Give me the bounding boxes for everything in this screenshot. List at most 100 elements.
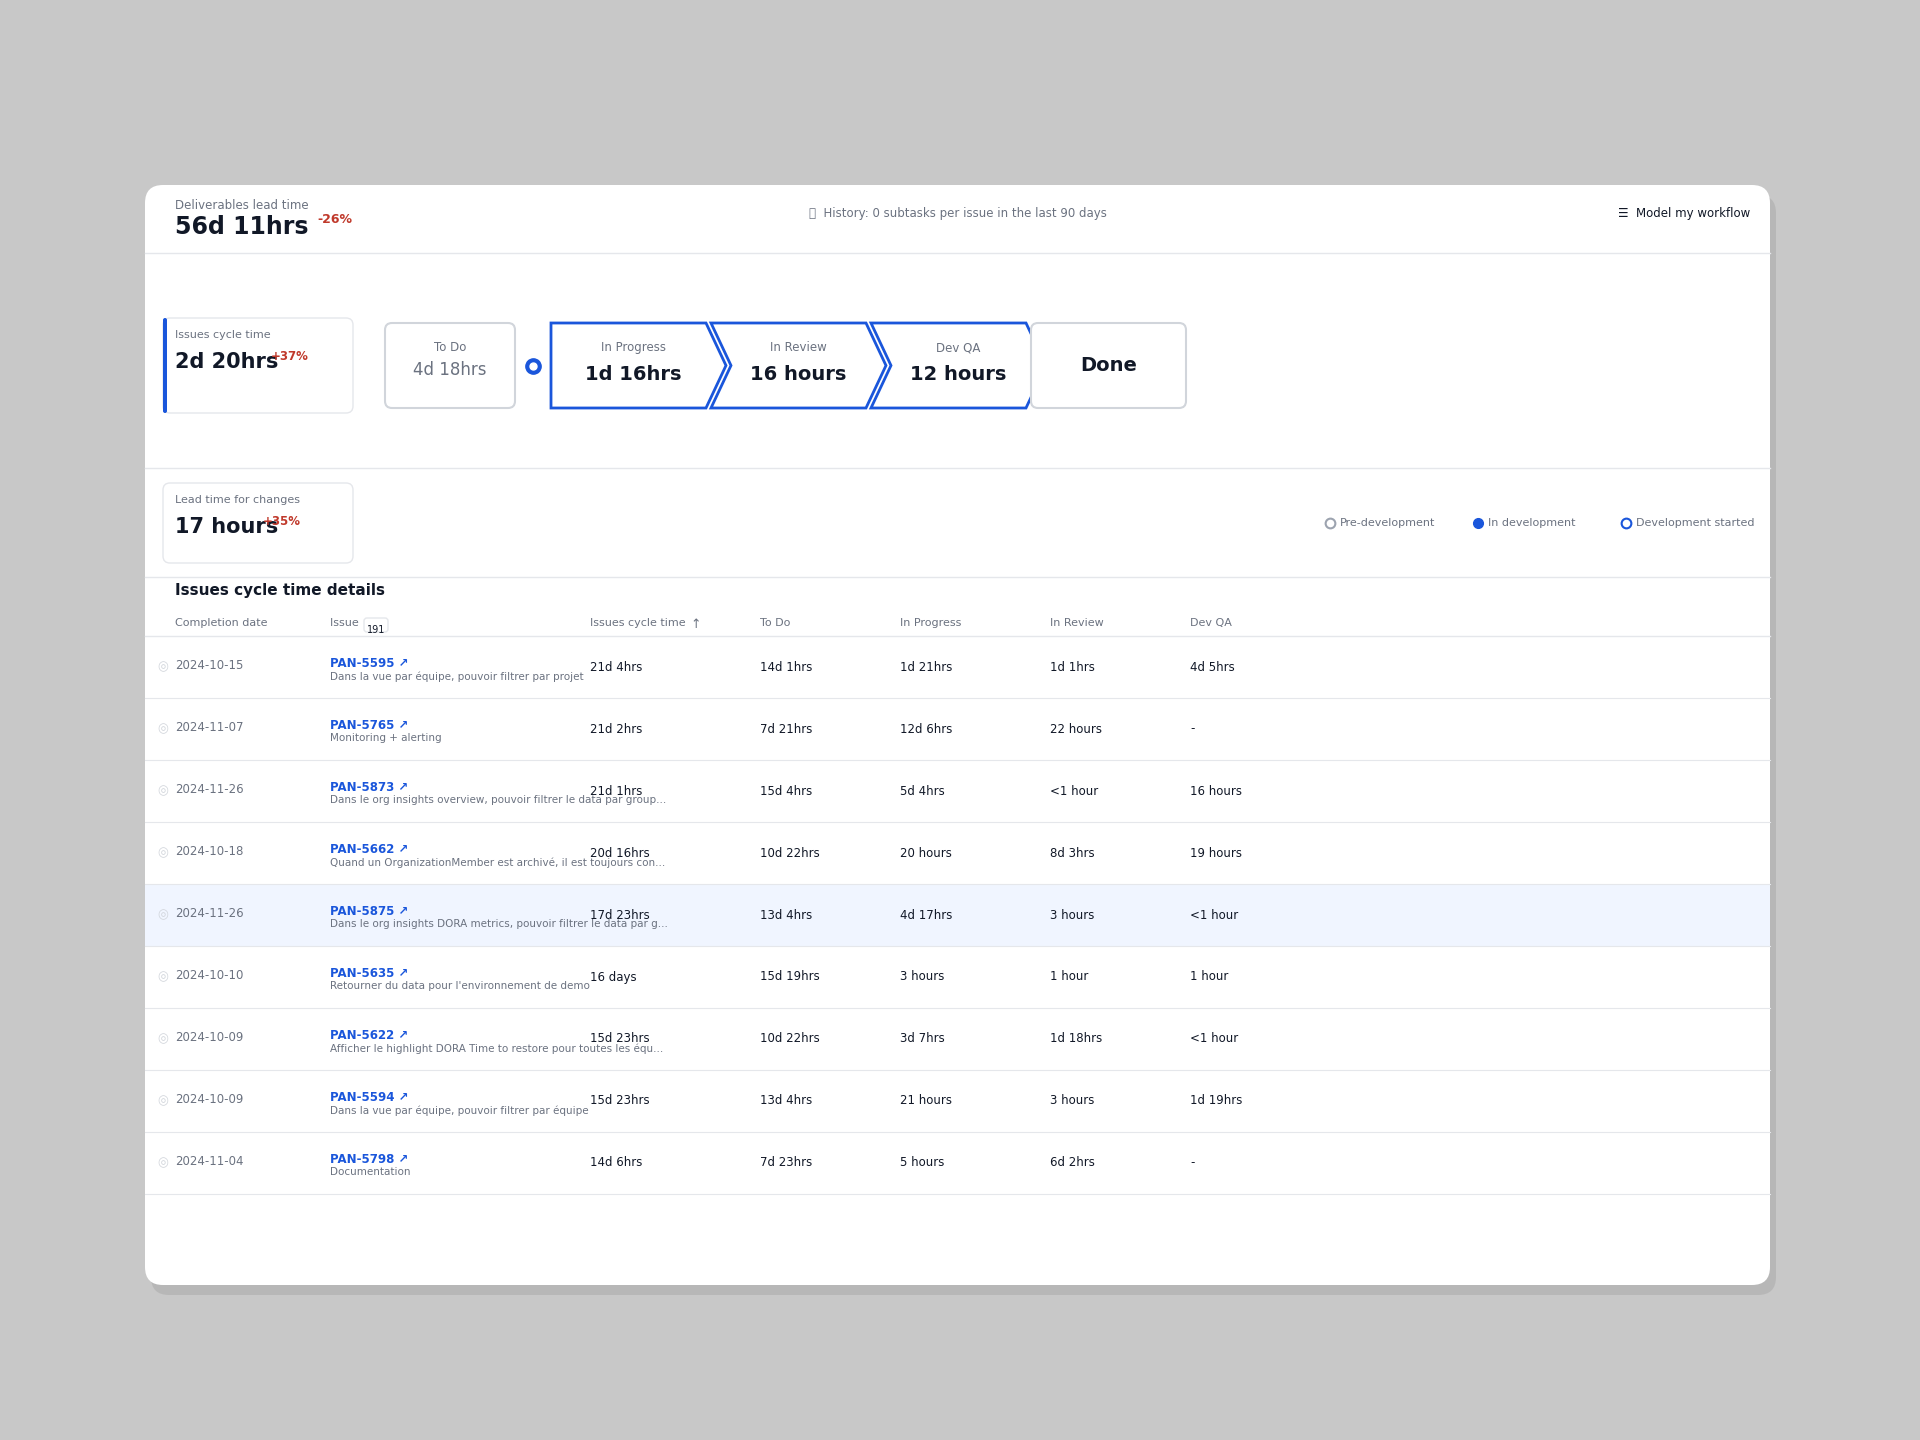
Text: 17d 23hrs: 17d 23hrs [589,909,649,922]
Text: Pre-development: Pre-development [1340,518,1436,528]
Text: ◎: ◎ [157,661,169,674]
Text: Documentation: Documentation [330,1166,411,1176]
FancyBboxPatch shape [146,184,1770,1284]
Text: Dans la vue par équipe, pouvoir filtrer par équipe: Dans la vue par équipe, pouvoir filtrer … [330,1104,589,1116]
Text: 1d 21hrs: 1d 21hrs [900,661,952,674]
Text: Afficher le highlight DORA Time to restore pour toutes les équ...: Afficher le highlight DORA Time to resto… [330,1043,662,1054]
Text: PAN-5873 ↗: PAN-5873 ↗ [330,780,409,793]
Text: Completion date: Completion date [175,618,267,628]
Text: 2024-11-26: 2024-11-26 [175,907,244,920]
FancyBboxPatch shape [386,323,515,408]
Text: 15d 23hrs: 15d 23hrs [589,1094,649,1107]
FancyBboxPatch shape [365,618,388,632]
Text: 1 hour: 1 hour [1050,971,1089,984]
Text: In development: In development [1488,518,1576,528]
Text: PAN-5875 ↗: PAN-5875 ↗ [330,904,409,919]
Text: 56d 11hrs: 56d 11hrs [175,215,309,239]
Text: 20d 16hrs: 20d 16hrs [589,847,649,860]
Text: In Review: In Review [770,341,828,354]
Text: Deliverables lead time: Deliverables lead time [175,199,309,212]
Text: ◎: ◎ [157,971,169,984]
Text: PAN-5765 ↗: PAN-5765 ↗ [330,719,409,732]
Text: ◎: ◎ [157,723,169,736]
Text: 191: 191 [367,625,386,635]
Text: Issues cycle time: Issues cycle time [589,618,685,628]
Text: Dans le org insights DORA metrics, pouvoir filtrer le data par g...: Dans le org insights DORA metrics, pouvo… [330,919,668,929]
Text: PAN-5622 ↗: PAN-5622 ↗ [330,1030,409,1043]
Text: 16 hours: 16 hours [1190,785,1242,798]
Text: Done: Done [1081,356,1137,374]
Text: 2d 20hrs: 2d 20hrs [175,351,278,372]
Text: 12 hours: 12 hours [910,364,1006,384]
Text: In Progress: In Progress [900,618,962,628]
Text: <1 hour: <1 hour [1190,909,1238,922]
Text: 19 hours: 19 hours [1190,847,1242,860]
Polygon shape [551,323,726,408]
Text: 2024-10-15: 2024-10-15 [175,660,244,672]
FancyBboxPatch shape [163,482,353,563]
FancyBboxPatch shape [1031,323,1187,408]
Text: 3 hours: 3 hours [1050,1094,1094,1107]
Text: 7d 23hrs: 7d 23hrs [760,1156,812,1169]
Text: 3 hours: 3 hours [1050,909,1094,922]
Text: ☰  Model my workflow: ☰ Model my workflow [1619,207,1749,220]
Text: 1d 1hrs: 1d 1hrs [1050,661,1094,674]
Text: Issue: Issue [330,618,363,628]
FancyBboxPatch shape [152,194,1776,1295]
Text: 2024-10-18: 2024-10-18 [175,845,244,858]
Text: ◎: ◎ [157,909,169,922]
Text: To Do: To Do [434,341,467,354]
Text: ◎: ◎ [157,1032,169,1045]
Text: 21 hours: 21 hours [900,1094,952,1107]
FancyBboxPatch shape [146,884,1770,946]
Text: 1 hour: 1 hour [1190,971,1229,984]
Text: -26%: -26% [317,213,351,226]
Text: In Progress: In Progress [601,341,666,354]
Text: 15d 4hrs: 15d 4hrs [760,785,812,798]
Text: PAN-5635 ↗: PAN-5635 ↗ [330,968,409,981]
Text: <1 hour: <1 hour [1190,1032,1238,1045]
Text: Dans la vue par équipe, pouvoir filtrer par projet: Dans la vue par équipe, pouvoir filtrer … [330,671,584,681]
Text: 14d 1hrs: 14d 1hrs [760,661,812,674]
Text: 7d 21hrs: 7d 21hrs [760,723,812,736]
Text: 4d 18hrs: 4d 18hrs [413,361,488,379]
Text: PAN-5595 ↗: PAN-5595 ↗ [330,657,409,670]
Text: Dev QA: Dev QA [937,341,981,354]
Text: 8d 3hrs: 8d 3hrs [1050,847,1094,860]
Text: To Do: To Do [760,618,791,628]
Text: 5d 4hrs: 5d 4hrs [900,785,945,798]
Text: 13d 4hrs: 13d 4hrs [760,909,812,922]
Text: 20 hours: 20 hours [900,847,952,860]
Text: 12d 6hrs: 12d 6hrs [900,723,952,736]
Text: Issues cycle time: Issues cycle time [175,330,271,340]
Text: Monitoring + alerting: Monitoring + alerting [330,733,442,743]
Text: 14d 6hrs: 14d 6hrs [589,1156,643,1169]
Text: 1d 16hrs: 1d 16hrs [586,364,682,384]
Text: 15d 23hrs: 15d 23hrs [589,1032,649,1045]
Text: +37%: +37% [271,350,309,363]
Text: Development started: Development started [1636,518,1755,528]
Text: ◎: ◎ [157,1156,169,1169]
Text: Dans le org insights overview, pouvoir filtrer le data par group...: Dans le org insights overview, pouvoir f… [330,795,666,805]
Text: 21d 4hrs: 21d 4hrs [589,661,643,674]
Text: 2024-10-09: 2024-10-09 [175,1093,244,1106]
Text: 2024-11-04: 2024-11-04 [175,1155,244,1168]
Text: 16 hours: 16 hours [751,364,847,384]
Text: Dev QA: Dev QA [1190,618,1233,628]
Text: ⏳  History: 0 subtasks per issue in the last 90 days: ⏳ History: 0 subtasks per issue in the l… [808,207,1106,220]
Text: ↑: ↑ [689,618,701,631]
Text: -: - [1190,723,1194,736]
Text: <1 hour: <1 hour [1050,785,1098,798]
Text: ◎: ◎ [157,1094,169,1107]
Text: Quand un OrganizationMember est archivé, il est toujours con...: Quand un OrganizationMember est archivé,… [330,857,664,867]
Text: 21d 2hrs: 21d 2hrs [589,723,643,736]
Text: 13d 4hrs: 13d 4hrs [760,1094,812,1107]
Text: 15d 19hrs: 15d 19hrs [760,971,820,984]
Text: 4d 17hrs: 4d 17hrs [900,909,952,922]
Text: 21d 1hrs: 21d 1hrs [589,785,643,798]
Polygon shape [710,323,885,408]
Text: In Review: In Review [1050,618,1104,628]
Text: 3d 7hrs: 3d 7hrs [900,1032,945,1045]
Text: 2024-11-07: 2024-11-07 [175,721,244,734]
Text: PAN-5662 ↗: PAN-5662 ↗ [330,842,409,855]
